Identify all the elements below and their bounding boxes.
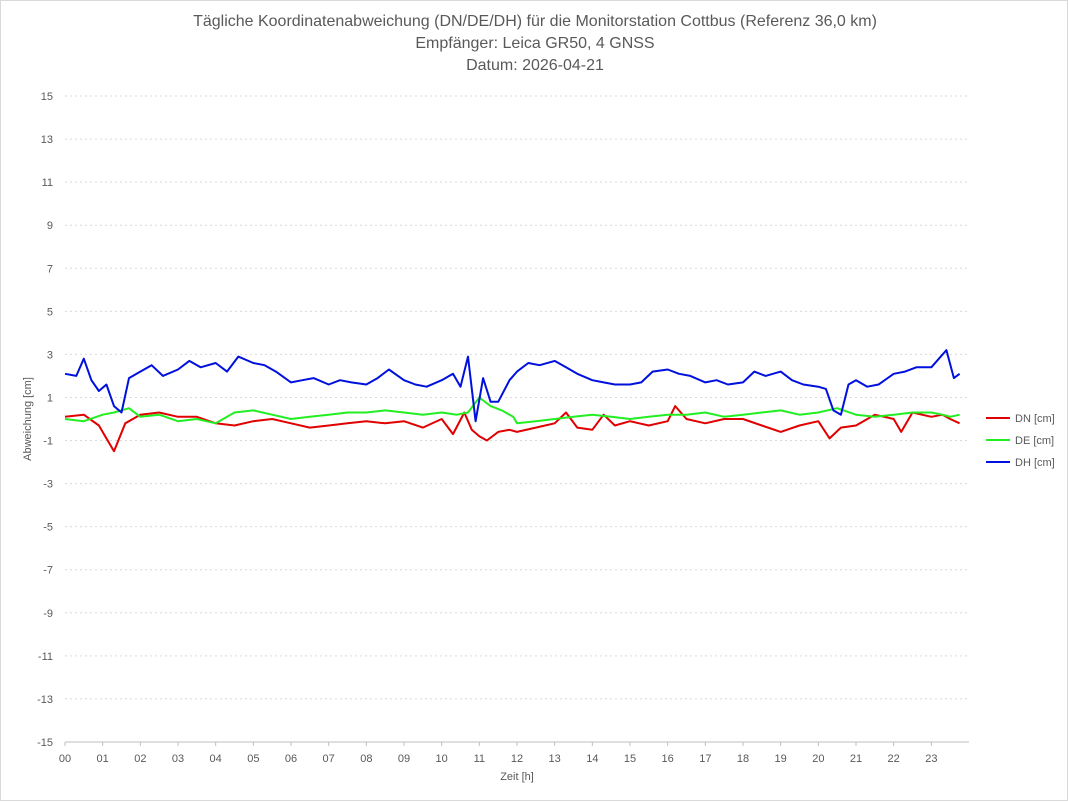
x-tick-labels: 00 01 02 03 04 05 06 07 08 09 10 11 12 13 14 15 16 17 18 19… xyxy=(59,742,937,765)
x-tick-label: 05 xyxy=(247,753,259,765)
x-tick-label: 06 xyxy=(285,753,297,765)
x-tick-label: 21 xyxy=(850,753,862,765)
y-tick-label: 7 xyxy=(47,263,53,275)
x-tick-label: 09 xyxy=(398,753,410,765)
y-tick-label: -9 xyxy=(43,608,53,620)
chart-title: Tägliche Koordinatenabweichung (DN/DE/DH… xyxy=(193,13,877,30)
y-tick-label: 3 xyxy=(47,349,53,361)
x-tick-label: 23 xyxy=(925,753,937,765)
x-tick-label: 22 xyxy=(888,753,900,765)
x-tick-label: 14 xyxy=(586,753,598,765)
legend-label-dh: DH [cm] xyxy=(1015,457,1055,469)
y-tick-label: 11 xyxy=(42,177,53,189)
series-line-dn xyxy=(64,405,961,453)
series-lines xyxy=(64,349,961,453)
y-tick-labels: 15 13 11 9 7 5 3 1 -1 -3 -5 -7 -9 -11 -13 -15 xyxy=(37,91,53,749)
x-tick-label: 04 xyxy=(210,753,222,765)
series-line-dh xyxy=(64,349,961,423)
x-tick-label: 12 xyxy=(511,753,523,765)
x-tick-label: 01 xyxy=(97,753,109,765)
y-tick-label: 1 xyxy=(47,392,53,404)
legend-label-de: DE [cm] xyxy=(1015,435,1054,447)
y-tick-label: -7 xyxy=(43,565,53,577)
x-axis-title: Zeit [h] xyxy=(500,771,534,783)
series-line-de xyxy=(64,396,960,425)
gridlines xyxy=(65,95,969,743)
x-tick-label: 18 xyxy=(737,753,749,765)
chart-legend: DN [cm] DE [cm] DH [cm] xyxy=(986,413,1055,469)
x-tick-label: 10 xyxy=(436,753,448,765)
x-tick-label: 08 xyxy=(360,753,372,765)
x-tick-label: 16 xyxy=(662,753,674,765)
x-tick-label: 02 xyxy=(134,753,146,765)
legend-label-dn: DN [cm] xyxy=(1015,413,1055,425)
x-tick-label: 13 xyxy=(549,753,561,765)
y-tick-label: -13 xyxy=(37,694,53,706)
y-tick-label: -11 xyxy=(38,651,53,663)
y-tick-label: -1 xyxy=(43,436,53,448)
y-tick-label: 9 xyxy=(47,220,53,232)
y-tick-label: -3 xyxy=(43,479,53,491)
y-tick-label: -15 xyxy=(37,737,53,749)
x-tick-label: 20 xyxy=(812,753,824,765)
y-tick-label: 15 xyxy=(41,91,53,103)
y-tick-label: 13 xyxy=(41,134,53,146)
y-axis-title: Abweichung [cm] xyxy=(22,377,34,461)
x-tick-label: 00 xyxy=(59,753,71,765)
x-tick-label: 17 xyxy=(699,753,711,765)
chart-date: Datum: 2026-04-21 xyxy=(466,57,604,74)
x-tick-label: 11 xyxy=(474,753,485,765)
chart-subtitle: Empfänger: Leica GR50, 4 GNSS xyxy=(415,35,655,52)
x-tick-label: 19 xyxy=(775,753,787,765)
x-tick-label: 15 xyxy=(624,753,636,765)
x-tick-label: 07 xyxy=(323,753,335,765)
chart-title-block: Tägliche Koordinatenabweichung (DN/DE/DH… xyxy=(1,11,1068,77)
x-tick-label: 03 xyxy=(172,753,184,765)
y-tick-label: -5 xyxy=(43,522,53,534)
y-tick-label: 5 xyxy=(47,306,53,318)
